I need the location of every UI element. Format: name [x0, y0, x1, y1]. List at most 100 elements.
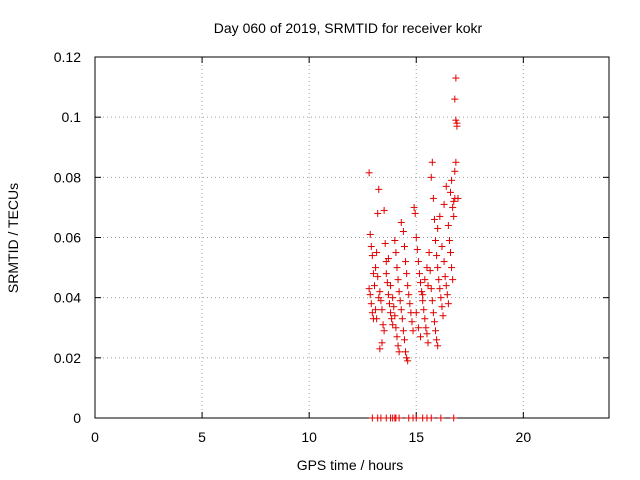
y-tick-label: 0.08	[54, 169, 81, 185]
y-tick-label: 0.12	[54, 49, 81, 65]
data-point	[408, 318, 416, 326]
data-point	[412, 234, 420, 241]
data-point	[424, 339, 432, 347]
data-point	[399, 327, 407, 335]
data-point	[396, 297, 404, 305]
data-point	[427, 414, 435, 422]
data-point	[375, 185, 383, 193]
data-point	[452, 116, 460, 124]
data-point	[398, 315, 406, 323]
data-point	[367, 243, 375, 251]
data-point	[380, 327, 388, 335]
x-tick-label: 0	[91, 429, 99, 445]
y-axis-label: SRMTID / TECUs	[5, 183, 21, 293]
data-point	[432, 237, 440, 245]
data-point	[452, 158, 460, 166]
data-point	[445, 237, 453, 245]
data-point	[372, 306, 380, 314]
data-point	[403, 270, 411, 278]
data-point	[419, 291, 427, 299]
data-point	[384, 255, 392, 263]
data-point	[434, 342, 442, 350]
data-point	[422, 324, 430, 332]
data-point	[449, 276, 457, 284]
data-point	[454, 194, 462, 202]
data-point	[393, 333, 401, 341]
data-point	[402, 258, 410, 266]
data-point	[399, 227, 407, 235]
data-point	[449, 203, 457, 211]
data-point	[442, 182, 450, 190]
data-point	[415, 270, 423, 278]
data-point	[373, 315, 381, 323]
data-point	[437, 294, 445, 302]
data-point	[440, 258, 448, 266]
data-point	[423, 330, 431, 338]
y-tick-label: 0.02	[54, 350, 81, 366]
data-point	[411, 209, 419, 217]
data-point	[390, 303, 398, 311]
y-tick-label: 0.04	[54, 290, 81, 306]
data-point	[429, 194, 437, 202]
x-tick-label: 20	[516, 429, 532, 445]
data-point	[380, 206, 388, 214]
data-point	[438, 303, 446, 311]
axis-ticks	[94, 56, 609, 419]
data-point	[452, 74, 460, 82]
data-point	[377, 297, 385, 305]
data-point	[430, 318, 438, 326]
data-point	[443, 291, 451, 299]
data-point	[402, 348, 410, 356]
data-point	[421, 276, 429, 284]
data-point	[365, 285, 373, 293]
data-point	[419, 297, 427, 305]
data-point	[372, 264, 380, 272]
data-point	[450, 212, 458, 220]
data-point	[391, 312, 399, 320]
data-point	[365, 169, 373, 177]
data-point	[418, 288, 426, 296]
data-point	[436, 285, 444, 293]
data-point	[417, 333, 425, 341]
data-point	[417, 279, 425, 287]
data-point	[387, 282, 395, 290]
data-point	[395, 414, 403, 422]
data-point	[368, 252, 376, 260]
data-point	[397, 306, 405, 314]
data-point	[405, 291, 413, 299]
data-point	[378, 306, 386, 314]
data-point	[421, 315, 429, 323]
data-point	[400, 336, 408, 344]
data-point	[409, 327, 417, 335]
data-point	[438, 243, 446, 251]
data-point	[451, 167, 459, 175]
data-point	[403, 354, 411, 362]
data-point	[433, 336, 441, 344]
data-point	[448, 264, 456, 272]
data-point	[368, 309, 376, 317]
data-point	[369, 270, 377, 278]
x-tick-label: 5	[198, 429, 206, 445]
data-point	[366, 291, 374, 299]
x-axis-label: GPS time / hours	[297, 457, 404, 473]
data-point	[374, 209, 382, 217]
data-point	[420, 306, 428, 314]
data-point	[412, 309, 420, 317]
data-point	[397, 218, 405, 226]
data-point	[430, 215, 438, 223]
data-point	[450, 414, 458, 422]
data-point	[453, 122, 461, 130]
data-point	[379, 321, 387, 329]
data-point	[376, 288, 384, 296]
data-point	[373, 249, 381, 257]
data-point	[382, 270, 390, 278]
data-point	[392, 249, 400, 257]
data-point	[387, 309, 395, 317]
data-point	[410, 203, 418, 211]
data-point	[448, 176, 456, 184]
x-tick-label: 15	[408, 429, 424, 445]
data-point	[426, 267, 434, 275]
data-point	[383, 279, 391, 287]
data-point	[424, 282, 432, 290]
data-points	[365, 74, 462, 422]
